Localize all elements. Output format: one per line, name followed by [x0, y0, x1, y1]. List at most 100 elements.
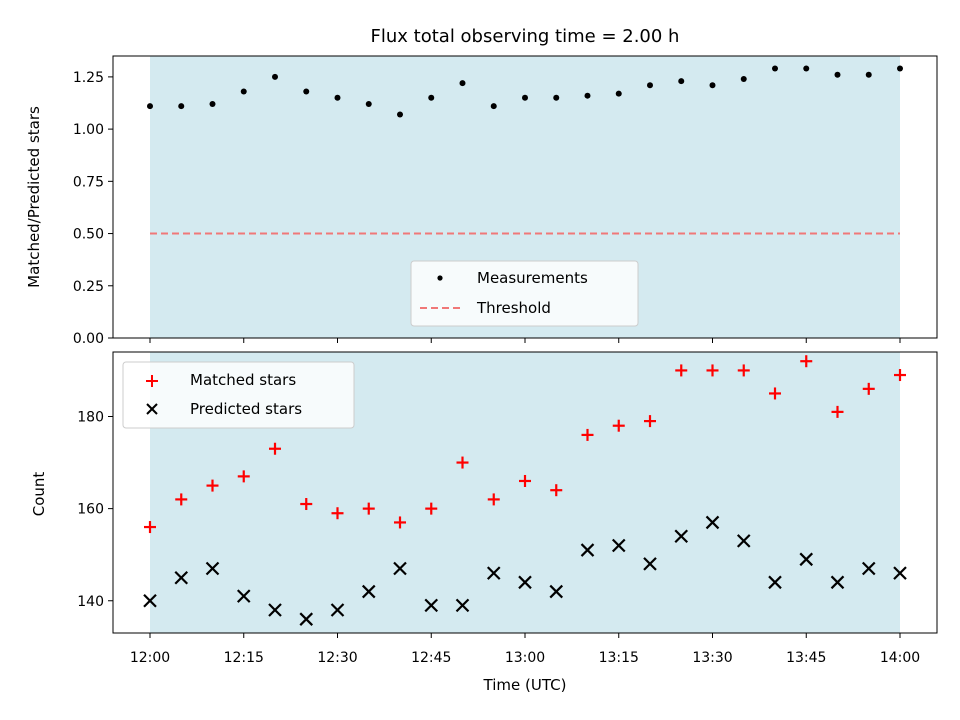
- x-tick-label: 12:30: [317, 650, 357, 666]
- y-tick-label: 180: [77, 409, 104, 425]
- predicted-stars-point: [799, 552, 814, 567]
- predicted-stars-point: [861, 561, 876, 576]
- predicted-stars-point: [393, 561, 407, 576]
- predicted-stars-point: [205, 561, 220, 576]
- ratio-panel: 0.00 0.25 0.50 0.75 1.00 1.25 Matched/Predict…: [25, 55, 938, 347]
- matched-stars-point: [300, 498, 313, 511]
- matched-stars-point: [425, 502, 438, 515]
- matched-stars-point: [144, 521, 156, 534]
- matched-stars-point: [456, 456, 469, 469]
- measurement-point: [615, 90, 622, 97]
- legend-predicted-label: Predicted stars: [190, 400, 302, 418]
- x-tick-label: 13:15: [599, 650, 639, 666]
- measurement-point: [522, 94, 528, 101]
- predicted-stars-point: [705, 515, 720, 530]
- bottom-y-axis-label: Count: [30, 472, 48, 517]
- measurement-point: [272, 73, 278, 80]
- measurement-point: [772, 65, 778, 72]
- y-tick-label: 1.25: [73, 70, 104, 86]
- chart-title: Flux total observing time = 2.00 h: [371, 26, 680, 47]
- measurement-point: [334, 94, 341, 101]
- measurement-point: [834, 71, 841, 78]
- measurement-point: [490, 103, 497, 110]
- measurement-point: [678, 78, 685, 85]
- measurement-point: [897, 65, 903, 72]
- x-tick-label: 12:00: [130, 650, 170, 666]
- predicted-stars-point: [643, 557, 657, 571]
- matched-stars-point: [175, 493, 188, 506]
- predicted-stars-point: [674, 529, 689, 544]
- measurement-point: [428, 94, 435, 101]
- x-tick-label: 13:45: [786, 650, 826, 666]
- predicted-stars-point: [830, 575, 845, 590]
- top-legend: Measurements Threshold: [410, 260, 639, 327]
- count-panel: 140 160 180 12:00 12:15 12:30 12:45 13:00 13:15…: [30, 351, 938, 694]
- bottom-y-ticks: 140 160 180: [77, 409, 113, 610]
- measurement-point: [803, 65, 810, 72]
- matched-stars-point: [206, 479, 219, 492]
- matched-stars-point: [737, 364, 750, 377]
- y-tick-label: 0.25: [73, 279, 104, 295]
- predicted-stars-point: [455, 598, 470, 613]
- predicted-stars-point: [736, 534, 751, 548]
- measurement-point: [178, 103, 185, 110]
- predicted-stars-point: [268, 603, 282, 617]
- predicted-stars-point: [143, 593, 157, 608]
- x-tick-label: 13:30: [692, 650, 732, 666]
- predicted-stars-point: [361, 584, 376, 599]
- matched-stars-point: [644, 415, 656, 428]
- matched-stars-point: [800, 355, 813, 368]
- matched-stars-point: [862, 382, 875, 395]
- matched-stars-point: [581, 428, 594, 441]
- measurement-point: [647, 82, 653, 89]
- matched-stars-point: [612, 419, 625, 432]
- legend-matched-marker: [146, 375, 158, 387]
- matched-stars-point: [894, 369, 906, 382]
- y-tick-label: 0.50: [73, 227, 104, 243]
- matched-stars-point: [706, 364, 719, 377]
- measurement-point: [397, 111, 403, 118]
- y-tick-label: 160: [77, 502, 104, 518]
- bottom-x-ticks: 12:00 12:15 12:30 12:45 13:00 13:15 13:30 13:45…: [130, 633, 920, 666]
- predicted-stars-point: [236, 589, 251, 603]
- matched-stars-point: [769, 387, 781, 400]
- matched-stars-point: [487, 493, 500, 506]
- predicted-stars-point: [768, 575, 782, 590]
- matched-stars-point: [362, 502, 375, 515]
- measurement-point: [365, 101, 372, 108]
- x-tick-label: 12:15: [224, 650, 264, 666]
- matched-stars-point: [675, 364, 688, 377]
- measurement-point: [240, 88, 247, 95]
- legend-threshold-label: Threshold: [476, 299, 551, 317]
- top-y-axis-label: Matched/Predicted stars: [25, 106, 43, 288]
- measurement-point: [459, 80, 466, 87]
- predicted-stars-point: [299, 612, 314, 626]
- measurement-point: [584, 92, 591, 99]
- measurement-point: [303, 88, 310, 95]
- measurement-point: [147, 103, 153, 110]
- measurement-point: [709, 82, 716, 89]
- predicted-stars-point: [611, 538, 626, 553]
- x-tick-label: 14:00: [880, 650, 920, 666]
- bottom-legend: Matched stars Predicted stars: [122, 361, 355, 429]
- top-legend-box: [410, 260, 639, 327]
- measurement-point: [209, 101, 216, 108]
- measurement-point: [865, 71, 872, 78]
- predicted-stars-point: [330, 603, 345, 617]
- predicted-stars-point: [893, 566, 907, 580]
- matched-stars-point: [394, 516, 406, 529]
- predicted-stars-point: [486, 566, 501, 580]
- y-tick-label: 0.75: [73, 174, 104, 190]
- y-tick-label: 0.00: [73, 331, 104, 347]
- top-x-ticks: [149, 338, 901, 343]
- predicted-stars-point: [580, 543, 595, 557]
- y-tick-label: 1.00: [73, 122, 104, 138]
- bottom-plot-marks: [143, 355, 907, 626]
- matched-stars-point: [519, 474, 531, 487]
- top-y-ticks: 0.00 0.25 0.50 0.75 1.00 1.25: [73, 70, 113, 347]
- bottom-legend-box: [122, 361, 355, 429]
- matched-stars-point: [331, 507, 344, 520]
- x-tick-label: 13:00: [505, 650, 545, 666]
- matched-stars-point: [237, 470, 250, 483]
